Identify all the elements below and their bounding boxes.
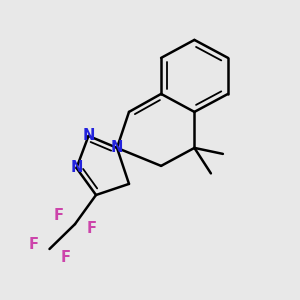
- Text: N: N: [70, 160, 83, 175]
- Text: N: N: [82, 128, 95, 143]
- Text: F: F: [86, 221, 97, 236]
- Text: F: F: [53, 208, 64, 223]
- Text: N: N: [111, 140, 123, 155]
- Text: F: F: [28, 237, 39, 252]
- Text: F: F: [61, 250, 71, 266]
